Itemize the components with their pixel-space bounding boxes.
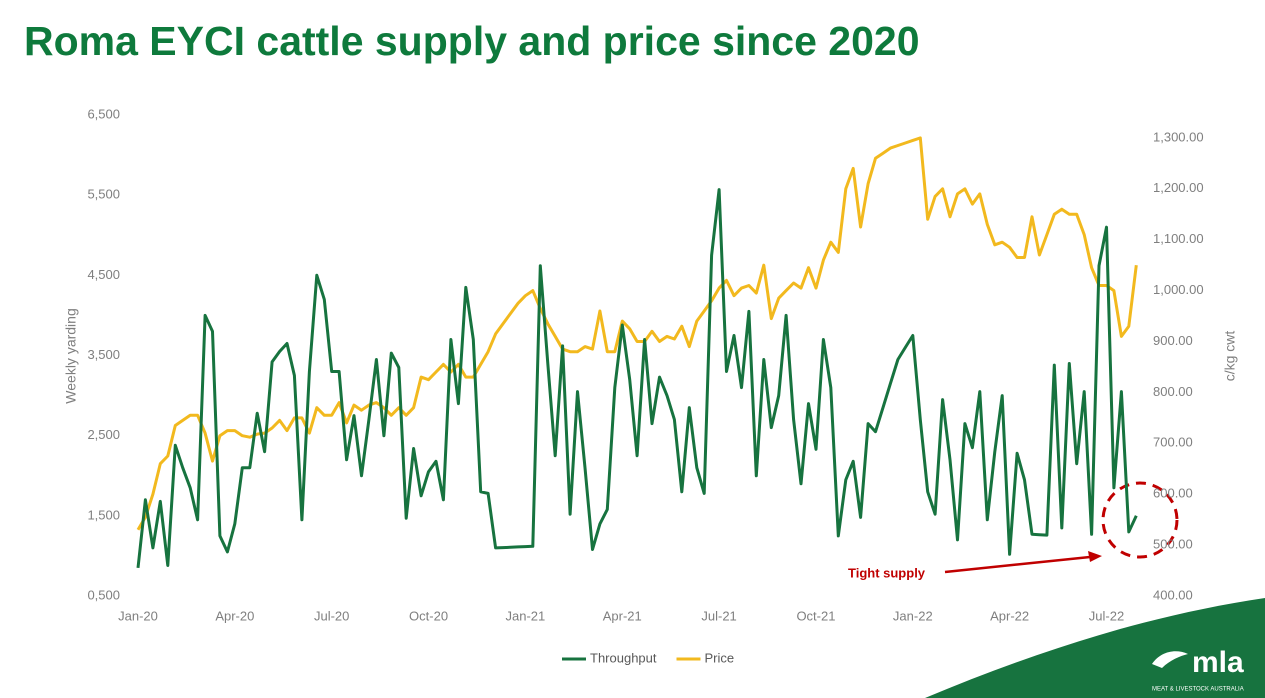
x-tick-label: Apr-21 xyxy=(603,608,642,623)
x-tick-label: Jul-22 xyxy=(1089,608,1124,623)
y2-tick-label: 800.00 xyxy=(1153,384,1193,399)
y2-tick-label: 600.00 xyxy=(1153,486,1193,501)
y-axis-label: Weekly yarding xyxy=(63,308,79,403)
y-tick-label: 5,500 xyxy=(87,187,120,202)
x-tick-label: Oct-21 xyxy=(796,608,835,623)
logo-band xyxy=(925,598,1265,698)
x-tick-label: Jul-21 xyxy=(701,608,736,623)
y-tick-label: 0,500 xyxy=(87,587,120,602)
chart-title: Roma EYCI cattle supply and price since … xyxy=(24,18,920,64)
y-tick-label: 3,500 xyxy=(87,347,120,362)
y2-tick-label: 500.00 xyxy=(1153,537,1193,552)
x-tick-label: Jan-22 xyxy=(893,608,933,623)
highlight-circle xyxy=(1101,481,1179,559)
y2-axis-label: c/kg cwt xyxy=(1222,331,1238,382)
legend-label: Throughput xyxy=(590,650,657,665)
x-tick-label: Apr-20 xyxy=(215,608,254,623)
y-tick-label: 1,500 xyxy=(87,507,120,522)
y2-tick-label: 700.00 xyxy=(1153,435,1193,450)
y2-tick-label: 1,100.00 xyxy=(1153,231,1204,246)
y-tick-label: 2,500 xyxy=(87,427,120,442)
logo-name: mla xyxy=(1192,646,1244,679)
y-tick-label: 4,500 xyxy=(87,267,120,282)
x-tick-label: Oct-20 xyxy=(409,608,448,623)
legend-label: Price xyxy=(705,650,735,665)
x-tick-label: Apr-22 xyxy=(990,608,1029,623)
y2-tick-label: 1,000.00 xyxy=(1153,282,1204,297)
series-line xyxy=(136,136,1138,531)
y2-tick-label: 1,200.00 xyxy=(1153,180,1204,195)
x-tick-label: Jul-20 xyxy=(314,608,349,623)
y2-tick-label: 900.00 xyxy=(1153,333,1193,348)
logo-tagline: MEAT & LIVESTOCK AUSTRALIA xyxy=(1152,687,1244,693)
annotation-arrow xyxy=(944,555,1091,574)
x-tick-label: Jan-20 xyxy=(118,608,158,623)
y2-tick-label: 400.00 xyxy=(1153,587,1193,602)
logo-icon xyxy=(1152,651,1188,668)
y-tick-label: 6,500 xyxy=(87,106,120,121)
arrow-head xyxy=(1088,551,1102,562)
x-tick-label: Jan-21 xyxy=(506,608,546,623)
annotation: Tight supply xyxy=(848,565,926,580)
series-line xyxy=(136,188,1138,569)
y2-tick-label: 1,300.00 xyxy=(1153,129,1204,144)
